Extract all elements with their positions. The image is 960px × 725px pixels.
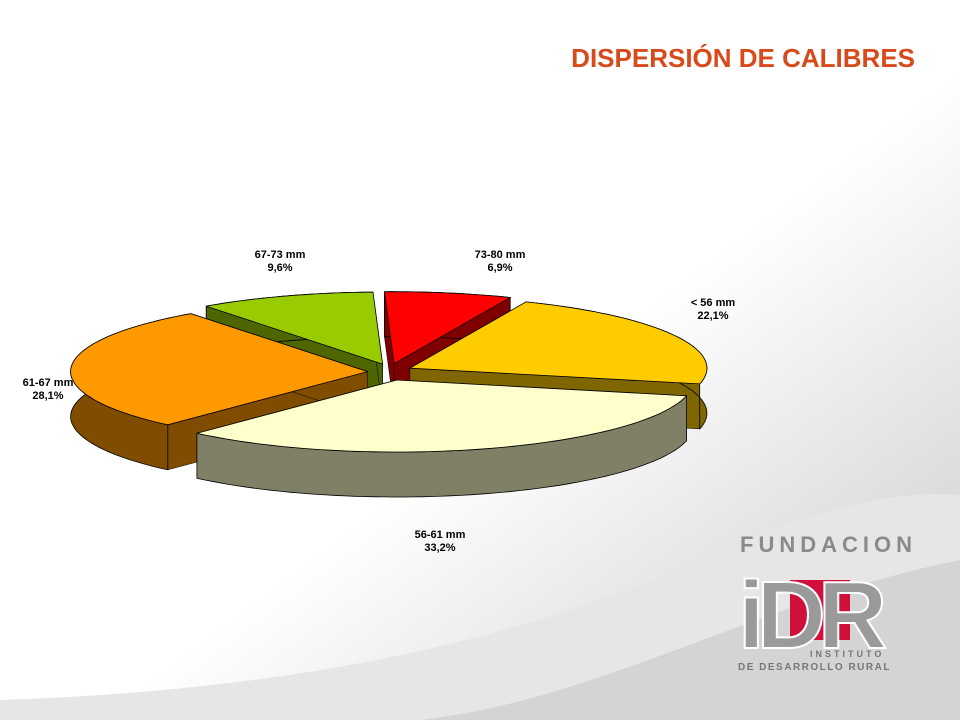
logo-block — [790, 580, 850, 640]
slice-label: 67-73 mm — [255, 249, 306, 261]
slice-value-label: 28,1% — [32, 390, 63, 402]
logo-line: INSTITUTO — [810, 649, 884, 659]
slice-value-label: 33,2% — [424, 542, 455, 554]
slice — [70, 313, 370, 426]
slice-label: 73-80 mm — [475, 249, 526, 261]
logo: FUNDACION iDR INSTITUTO DE DESARROLLO RU… — [737, 532, 917, 673]
slice-value-label: 9,6% — [267, 262, 292, 274]
slice — [408, 301, 708, 385]
slice-label: 56-61 mm — [415, 529, 466, 541]
slice-label: 61-67 mm — [23, 377, 74, 389]
slice-label: < 56 mm — [691, 297, 736, 309]
slice — [383, 291, 512, 365]
logo-top: FUNDACION — [740, 532, 917, 557]
slice — [196, 379, 688, 498]
slice-value-label: 6,9% — [487, 262, 512, 274]
slice — [196, 379, 688, 453]
logo-line: DE DESARROLLO RURAL — [738, 662, 891, 673]
logo-mark: iDR — [738, 562, 886, 669]
slice-value-label: 22,1% — [697, 310, 728, 322]
slice — [206, 291, 384, 365]
chart-title: DISPERSIÓN DE CALIBRES — [571, 43, 915, 73]
